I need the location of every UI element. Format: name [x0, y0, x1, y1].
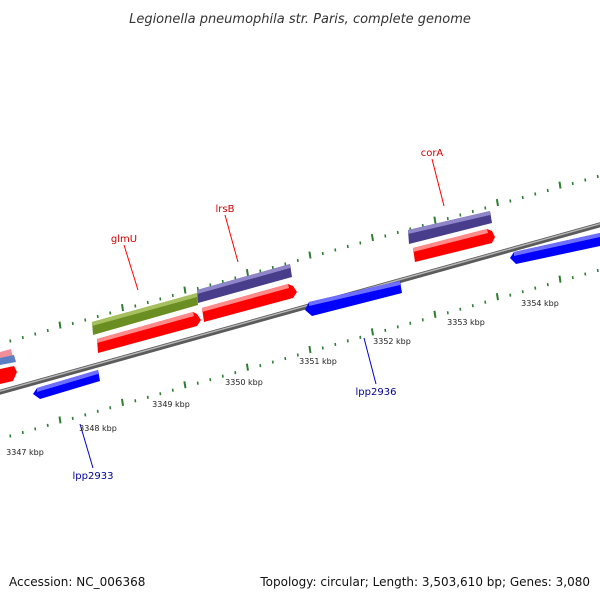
tick-minor — [571, 275, 574, 280]
tick-major — [121, 303, 124, 312]
tick-minor — [46, 423, 49, 428]
scale-label: 3350 kbp — [225, 378, 263, 387]
scale-label: 3353 kbp — [447, 318, 485, 327]
scale-label: 3354 kbp — [521, 299, 559, 308]
tick-major — [58, 416, 62, 424]
scale-labels: 3347 kbp 3348 kbp 3349 kbp 3350 kbp 3351… — [6, 299, 559, 457]
label-lpp2936: lpp2936 — [356, 337, 397, 398]
tick-minor — [109, 311, 112, 315]
tick-minor — [34, 332, 37, 336]
map-title: Legionella pneumophila str. Paris, compl… — [129, 12, 471, 27]
tick-minor — [96, 409, 99, 413]
label-lpp2936-text: lpp2936 — [356, 387, 397, 398]
gene-feature-left-forward-partial[interactable] — [0, 366, 17, 384]
tick-track-lower — [9, 268, 599, 438]
tick-minor — [584, 178, 587, 182]
scale-label: 3347 kbp — [6, 448, 44, 457]
topology-text: Topology: circular; Length: 3,503,610 bp… — [259, 575, 590, 589]
gene-glmU-forward[interactable] — [97, 312, 201, 353]
tick-minor — [84, 413, 87, 417]
tick-minor — [571, 181, 574, 186]
tick-minor — [71, 416, 74, 421]
gene-lrsB[interactable] — [197, 264, 292, 303]
label-lrsB: lrsB — [216, 204, 239, 263]
tick-minor — [109, 406, 112, 410]
tick-minor — [546, 282, 549, 287]
tick-major — [558, 181, 562, 189]
scale-label: 3352 kbp — [373, 337, 411, 346]
gene-lower-blue-right[interactable] — [510, 233, 600, 264]
gene-feature-left-stack-partial[interactable] — [0, 349, 16, 365]
tick-minor — [534, 286, 537, 290]
tick-minor — [584, 272, 587, 276]
label-lpp2933: lpp2933 — [73, 423, 114, 482]
tick-major — [495, 293, 499, 301]
gene-lrsB-forward[interactable] — [202, 284, 297, 322]
tick-major — [495, 198, 499, 207]
tick-minor — [96, 314, 99, 319]
tick-track-upper — [9, 174, 599, 343]
tick-major — [245, 363, 249, 371]
tick-major — [558, 275, 562, 283]
tick-major — [183, 286, 187, 294]
tick-minor — [521, 195, 524, 200]
label-corA: corA — [421, 148, 445, 207]
scale-label: 3349 kbp — [152, 400, 190, 409]
tick-major — [370, 328, 374, 336]
label-corA-text: corA — [421, 148, 444, 159]
tick-major — [121, 398, 124, 406]
tick-minor — [596, 174, 599, 179]
scale-label: 3351 kbp — [299, 357, 337, 366]
gene-glmU[interactable] — [92, 293, 198, 335]
tick-minor — [546, 188, 549, 193]
tick-minor — [71, 321, 74, 326]
tick-minor — [84, 318, 87, 322]
tick-minor — [46, 328, 49, 333]
tick-major — [308, 251, 312, 259]
tick-major — [183, 381, 187, 389]
tick-major — [370, 233, 374, 242]
label-glmU-text: glmU — [111, 234, 137, 245]
gene-lower-blue-1[interactable] — [33, 370, 100, 399]
scale-label: 3348 kbp — [79, 424, 117, 433]
gene-corA[interactable] — [408, 211, 492, 244]
tick-major — [433, 216, 437, 224]
tick-major — [58, 321, 62, 329]
tick-minor — [34, 427, 37, 431]
genome-backbone — [0, 222, 600, 395]
tick-minor — [596, 268, 599, 273]
gene-corA-forward[interactable] — [413, 229, 495, 262]
accession-text: Accession: NC_006368 — [9, 575, 145, 589]
label-glmU: glmU — [111, 234, 139, 291]
gene-lpp2936[interactable] — [305, 281, 402, 316]
tick-minor — [534, 192, 537, 196]
tick-minor — [521, 290, 524, 294]
tick-major — [433, 310, 437, 318]
tick-major — [245, 268, 249, 277]
label-lrsB-text: lrsB — [216, 204, 235, 215]
label-lpp2933-text: lpp2933 — [73, 471, 114, 482]
tick-major — [308, 345, 312, 354]
